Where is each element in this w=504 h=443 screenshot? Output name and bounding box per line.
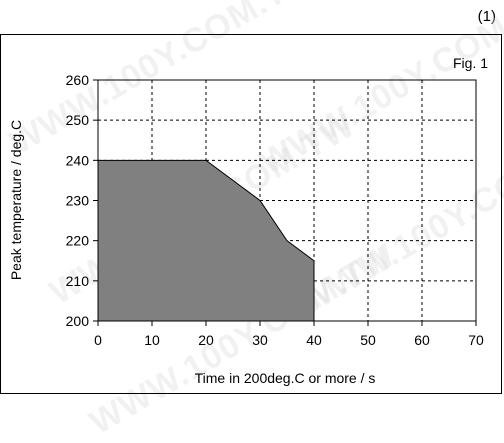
chart-area-series xyxy=(97,159,315,322)
x-axis-label: Time in 200deg.C or more / s xyxy=(195,370,376,386)
page-number: (1) xyxy=(477,8,496,25)
x-tick-label: 50 xyxy=(360,332,376,348)
x-tick-label: 0 xyxy=(94,332,102,348)
chart-frame xyxy=(0,34,502,394)
x-tick-label: 20 xyxy=(198,332,214,348)
y-tick-label: 250 xyxy=(66,112,90,128)
x-tick-label: 10 xyxy=(144,332,160,348)
x-tick-label: 70 xyxy=(468,332,484,348)
x-tick-label: 40 xyxy=(306,332,322,348)
chart-title: Fig. 1 xyxy=(453,55,488,71)
y-tick-label: 220 xyxy=(66,233,90,249)
y-tick-label: 260 xyxy=(66,72,90,88)
x-tick-label: 60 xyxy=(414,332,430,348)
y-tick-label: 210 xyxy=(66,273,90,289)
x-tick-label: 30 xyxy=(252,332,268,348)
chart: 0 10 20 30 40 50 60 70 200 210 220 230 240 250 260 Fig… xyxy=(8,55,488,386)
y-tick-label: 240 xyxy=(66,152,90,168)
y-tick-label: 230 xyxy=(66,193,90,209)
y-tick-label: 200 xyxy=(66,313,90,329)
y-axis-label: Peak temperature / deg.C xyxy=(8,120,24,280)
